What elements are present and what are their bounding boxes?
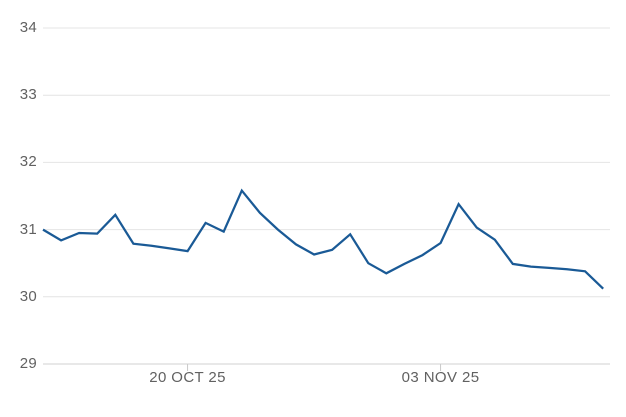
y-axis-label: 29 — [19, 355, 37, 372]
y-axis-label: 32 — [19, 153, 37, 171]
y-axis-label: 30 — [19, 287, 37, 305]
x-axis-label: 03 NOV 25 — [401, 369, 480, 386]
y-axis-label: 31 — [19, 220, 37, 238]
x-axis-label: 20 OCT 25 — [149, 369, 226, 386]
y-axis-label: 33 — [19, 86, 37, 104]
price-series-line[interactable] — [42, 188, 604, 290]
y-axis-label: 34 — [19, 19, 37, 36]
